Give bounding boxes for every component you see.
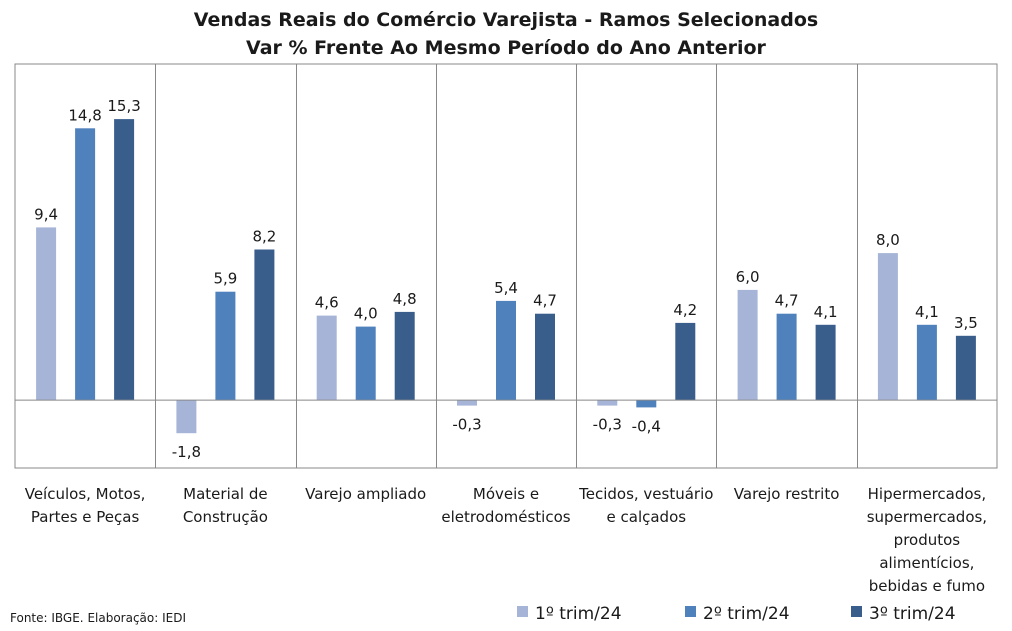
category-label-line: produtos [894,531,961,549]
data-label: -0,4 [632,417,661,435]
category-label-line: alimentícios, [879,554,974,572]
bar [916,324,937,401]
category-label: Varejo ampliado [305,485,426,503]
bar [597,400,618,406]
category-label: Varejo restrito [734,485,840,503]
category-label-line: Tecidos, vestuário [578,485,713,503]
bar [215,291,236,400]
legend-swatch [685,606,696,617]
bar [394,311,415,400]
data-label: 15,3 [107,97,140,115]
data-label: 5,4 [494,279,518,297]
data-label: 4,8 [393,290,417,308]
data-label: 8,0 [876,231,900,249]
bar [496,300,516,401]
category-label: Hipermercados, supermercados, produtos alim… [867,485,987,595]
data-label: -1,8 [172,443,201,461]
chart-title-line-1: Vendas Reais do Comércio Varejista - Ram… [194,9,818,31]
data-label: 4,1 [915,303,939,321]
plot-area: 9,4 -1,8 4,6 -0,3 -0,3 6,0 8,0 14,8 5,9 4,0 5,4 -0,… [14,63,998,595]
category-label-line: Varejo restrito [734,485,840,503]
category-label: Móveis e eletrodomésticos [441,485,570,526]
category-label-line: Varejo ampliado [305,485,426,503]
legend-swatch [851,606,862,617]
category-label-line: Construção [183,508,268,526]
data-label: 4,0 [354,305,378,323]
category-label-line: supermercados, [867,508,987,526]
category-label-line: Móveis e [473,485,539,503]
category-label-line: eletrodomésticos [441,508,570,526]
category-label-line: e calçados [607,508,687,526]
bar [877,253,898,400]
plot-frame [14,63,998,469]
data-label: 14,8 [68,106,101,124]
bar [776,313,797,400]
data-label: 8,2 [252,228,276,246]
bar [737,289,758,401]
bar [675,322,696,400]
bar [636,400,657,408]
category-label-line: Material de [183,485,267,503]
legend-swatch [517,606,528,617]
data-label: 6,0 [736,268,760,286]
bar [535,313,555,400]
data-label: 4,1 [814,303,838,321]
bar [36,227,57,400]
category-label-line: Partes e Peças [31,508,140,526]
data-label: 3,5 [954,314,978,332]
chart-title-line-2: Var % Frente Ao Mesmo Período do Ano Ant… [246,37,767,59]
data-label: 4,2 [673,301,697,319]
data-label: 4,7 [775,292,799,310]
legend-label: 2º trim/24 [703,604,790,624]
data-label: 4,7 [533,292,557,310]
bar [316,315,337,401]
category-label-line: bebidas e fumo [869,577,985,595]
data-label: 4,6 [315,294,339,312]
bar [75,128,96,401]
legend: 1º trim/24 2º trim/24 3º trim/24 [517,604,956,624]
legend-label: 1º trim/24 [535,604,622,624]
data-label: -0,3 [593,416,622,434]
category-label-line: Veículos, Motos, [25,485,146,503]
bar [254,249,275,401]
bar [355,326,376,401]
legend-label: 3º trim/24 [869,604,956,624]
bar [176,400,197,434]
data-label: 5,9 [213,270,237,288]
data-label: 9,4 [34,205,58,223]
category-label: Veículos, Motos, Partes e Peças [25,485,146,526]
bar [457,400,477,406]
source-note: Fonte: IBGE. Elaboração: IEDI [10,611,186,625]
bar [955,335,976,401]
category-label: Tecidos, vestuário e calçados [578,485,713,526]
data-label: -0,3 [452,416,481,434]
bar [815,324,836,401]
category-label-line: Hipermercados, [868,485,987,503]
category-label: Material de Construção [183,485,268,526]
bar [114,119,135,401]
